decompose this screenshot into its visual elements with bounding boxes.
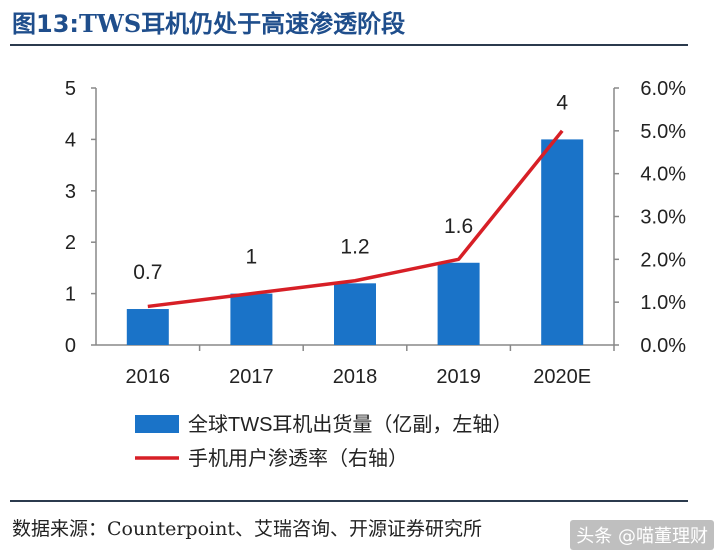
bottom-divider [10,500,688,502]
x-tick-label: 2017 [229,366,274,388]
legend-swatch-bar [135,415,179,433]
x-tick-label: 2018 [333,366,378,388]
left-tick-label: 5 [65,78,76,100]
figure-title: 图13: TWS耳机仍处于高速渗透阶段 [12,4,405,38]
bar-data-label: 0.7 [133,261,162,284]
right-tick-label: 4.0% [640,164,686,186]
legend-label-bar: 全球TWS耳机出货量（亿副，左轴） [188,413,512,436]
right-tick-label: 0.0% [640,335,686,357]
right-tick-label: 6.0% [640,78,686,100]
right-tick-label: 2.0% [640,249,686,271]
bar [230,293,273,345]
left-tick-label: 0 [65,335,76,357]
legend-label-line: 手机用户渗透率（右轴） [188,447,408,470]
figure-title-text: TWS耳机仍处于高速渗透阶段 [79,9,406,38]
source-note: 数据来源：Counterpoint、艾瑞咨询、开源证券研究所 [12,518,482,540]
figure-label: 图13: [12,10,79,38]
bar-data-label: 1.2 [340,235,369,258]
penetration-rate-line [147,129,564,309]
bar [437,262,480,345]
top-divider [10,44,688,46]
bar-data-label: 1.6 [444,215,473,238]
bar [126,309,169,345]
right-tick-label: 3.0% [640,207,686,229]
bar [541,139,584,345]
left-tick-label: 2 [65,232,76,254]
bar [334,283,376,345]
x-tick-label: 2020E [533,366,591,388]
watermark: 头条 @喵董理财 [570,520,714,550]
x-tick-label: 2019 [436,366,481,388]
left-tick-label: 1 [65,284,76,306]
x-tick-label: 2016 [126,366,171,388]
bar-data-label: 4 [556,91,568,114]
left-tick-label: 4 [65,129,76,151]
bar-data-label: 1 [246,246,258,269]
right-tick-label: 1.0% [640,292,686,314]
right-tick-label: 5.0% [640,121,686,143]
left-tick-label: 3 [65,181,76,203]
chart: 0 1 2 3 4 5 0.0% 1.0% 2.0% 3.0% 4.0% 5.0% 6.0% 2016 0.… [65,78,686,470]
